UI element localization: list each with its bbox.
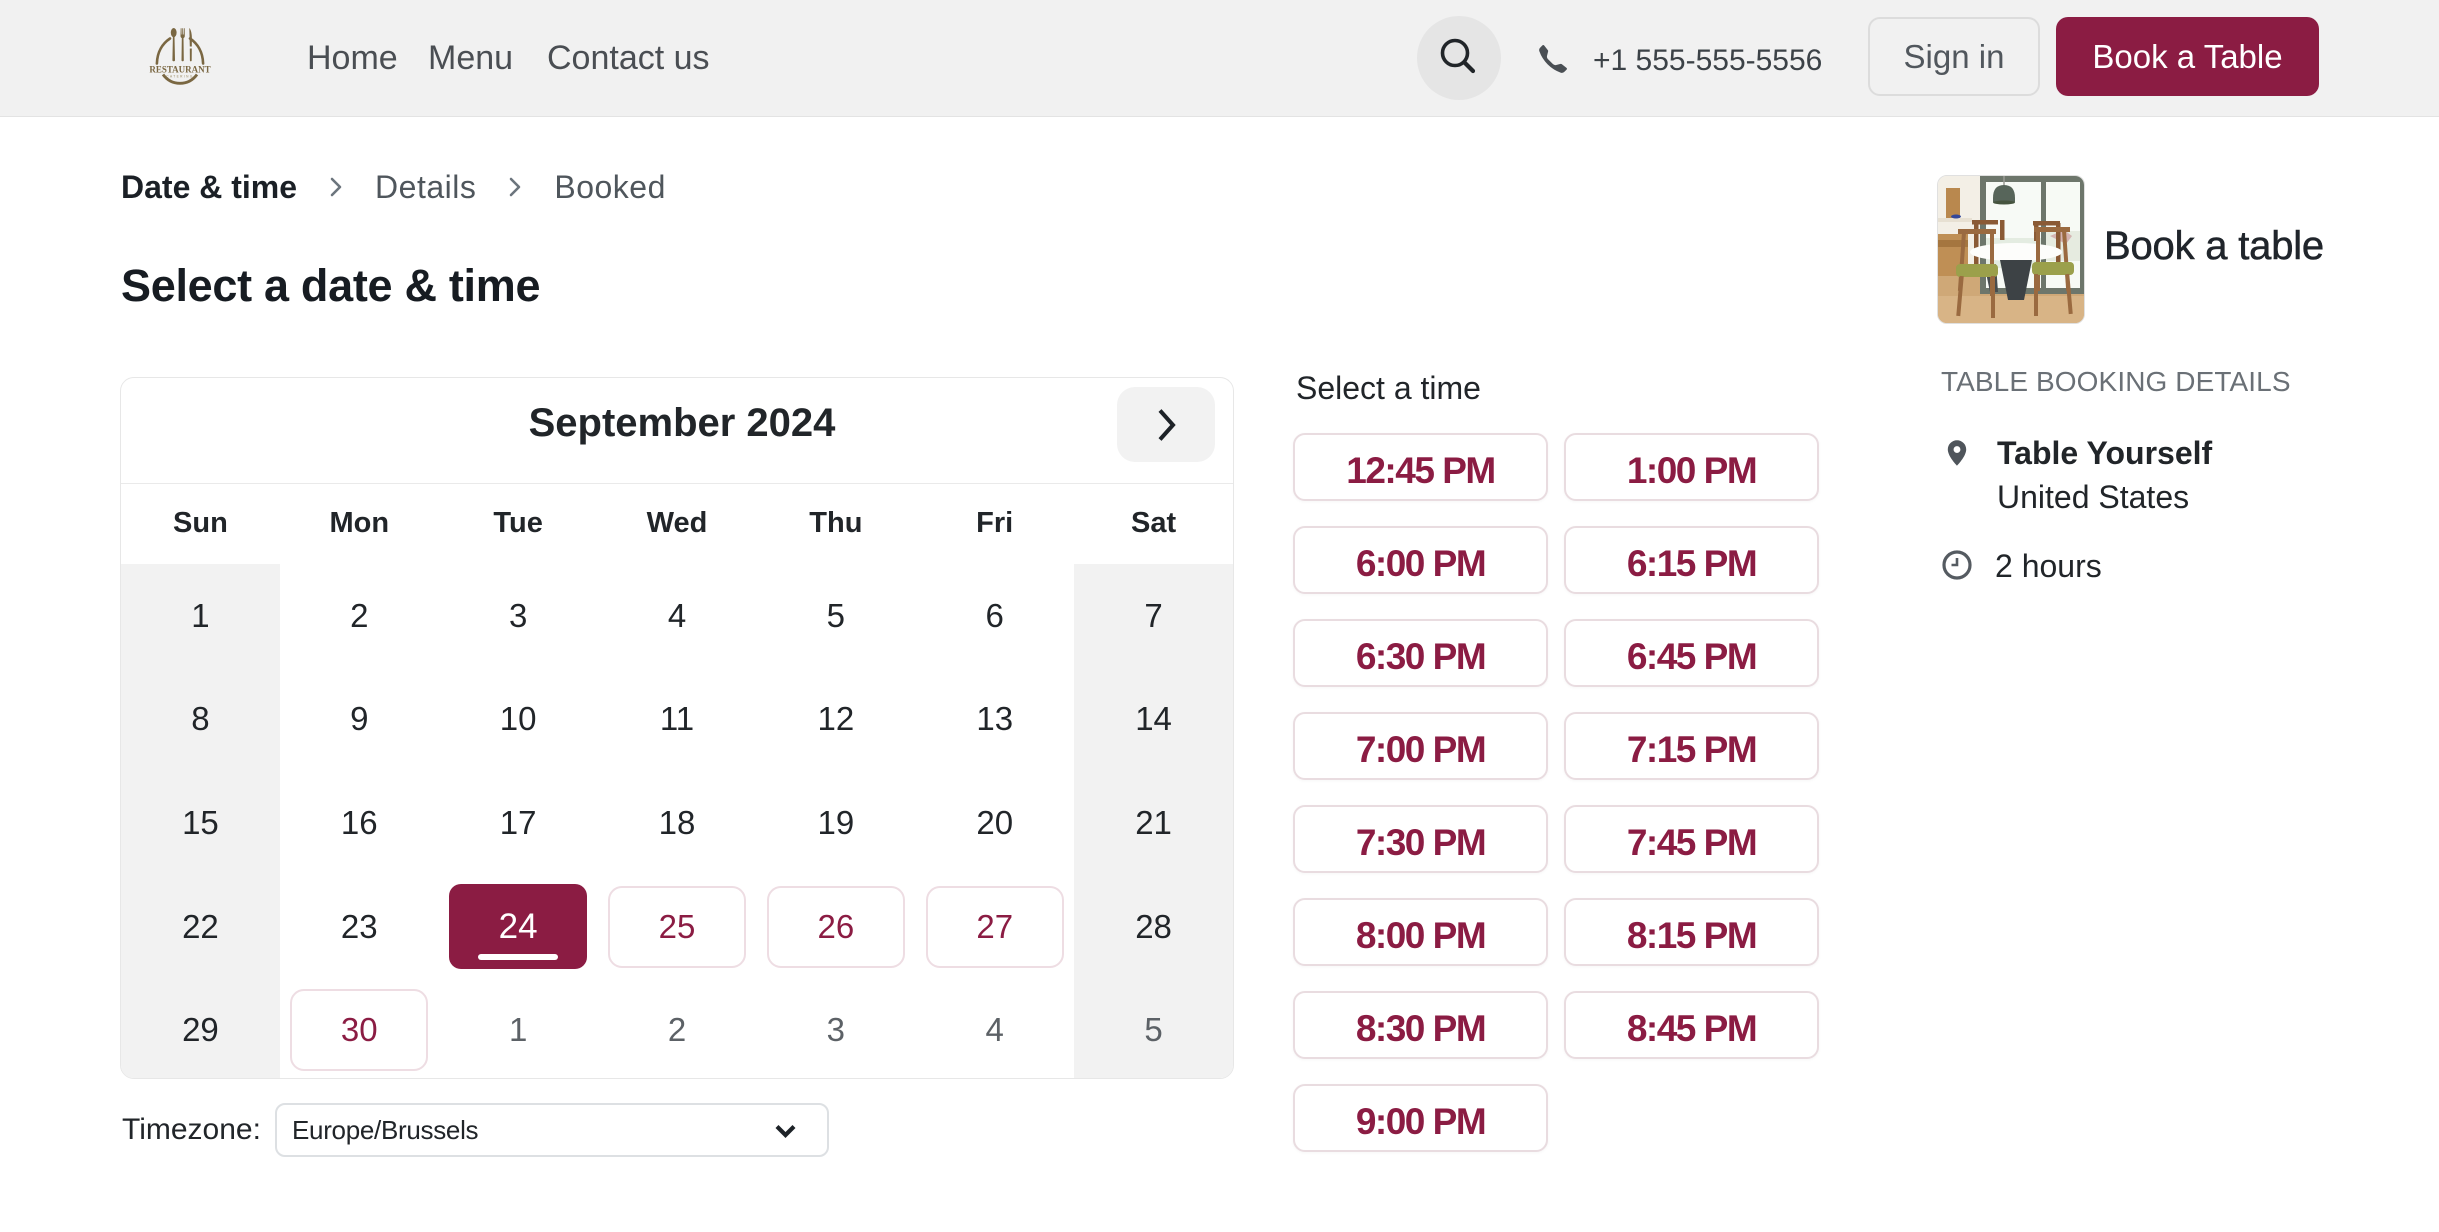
svg-text:CATERING: CATERING: [166, 75, 193, 79]
svg-text:RESTAURANT: RESTAURANT: [149, 65, 210, 75]
